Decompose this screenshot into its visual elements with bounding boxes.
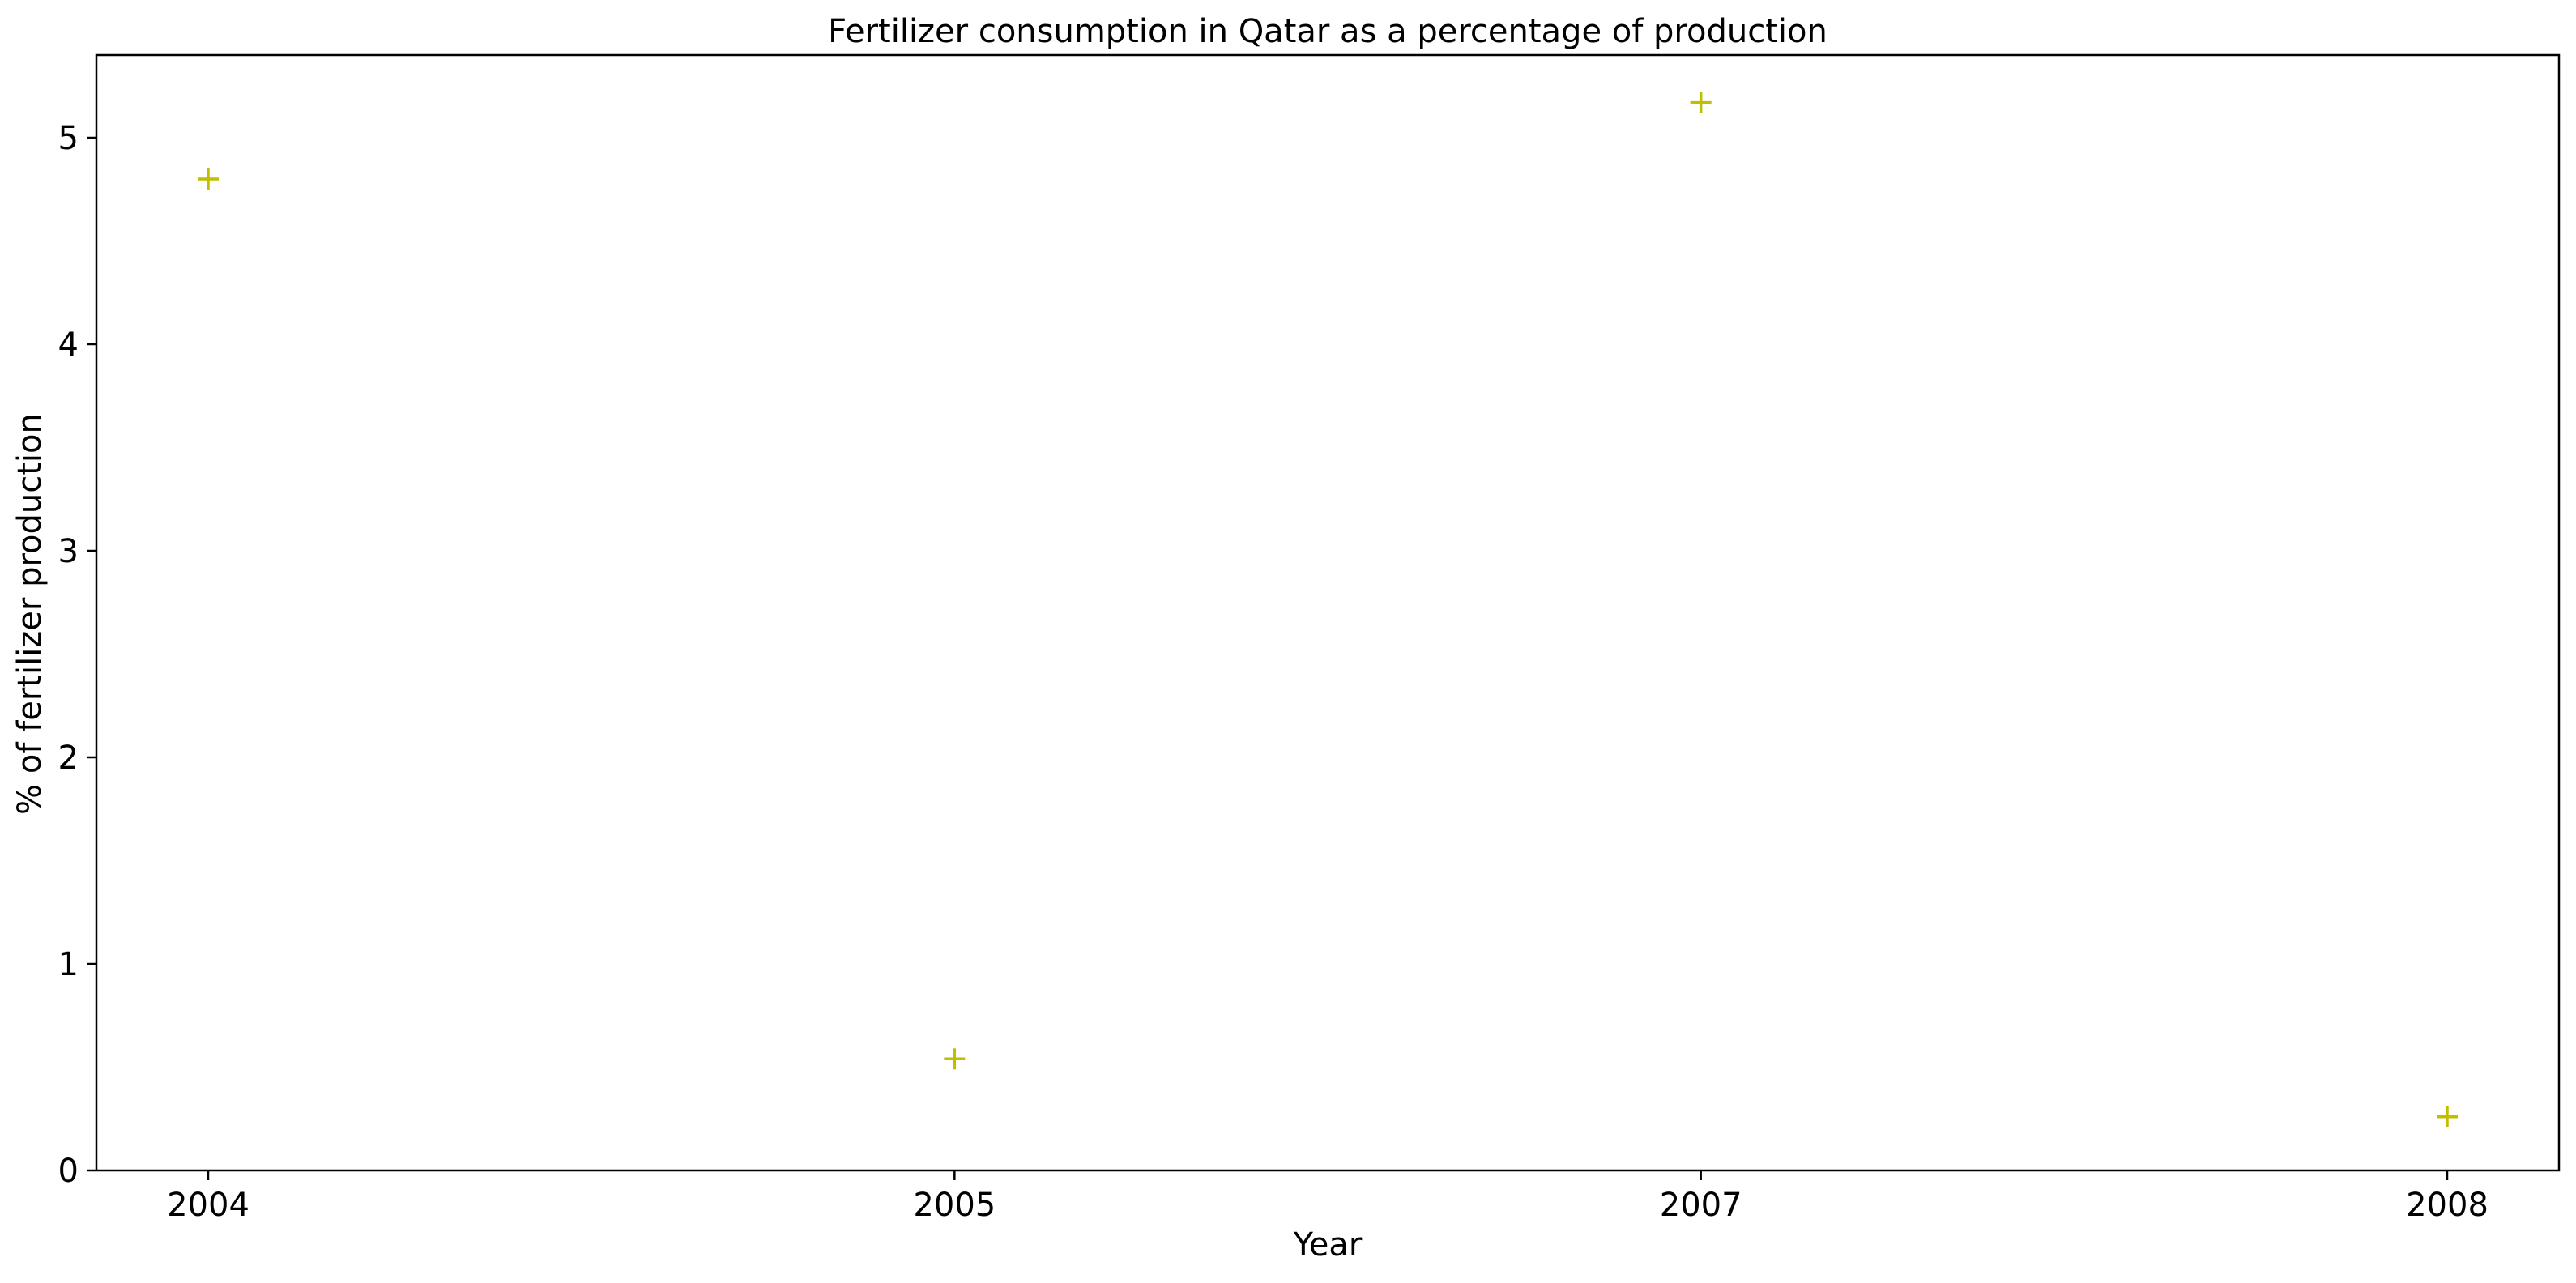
data-point — [198, 168, 219, 190]
y-tick-label: 4 — [58, 326, 79, 364]
y-tick-label: 3 — [58, 533, 79, 570]
data-point — [944, 1048, 966, 1070]
x-tick-label: 2005 — [913, 1187, 996, 1224]
y-axis-ticks: 0 1 2 3 4 5 — [58, 120, 96, 1190]
chart-title: Fertilizer consumption in Qatar as a per… — [828, 13, 1828, 50]
x-axis-label: Year — [1293, 1226, 1363, 1264]
y-tick-label: 1 — [58, 946, 79, 983]
data-point — [2437, 1106, 2458, 1127]
data-points — [198, 92, 2458, 1127]
plot-frame — [95, 53, 2561, 1172]
data-point — [1690, 92, 1712, 113]
x-tick-label: 2004 — [167, 1187, 249, 1224]
y-tick-label: 0 — [58, 1153, 79, 1190]
y-tick-label: 2 — [58, 740, 79, 777]
x-tick-label: 2008 — [2406, 1187, 2489, 1224]
x-axis-ticks: 2004 2005 2007 2008 — [167, 1170, 2489, 1224]
y-axis-label: % of fertilizer production — [11, 413, 49, 815]
x-tick-label: 2007 — [1660, 1187, 1742, 1224]
y-tick-label: 5 — [58, 120, 79, 157]
